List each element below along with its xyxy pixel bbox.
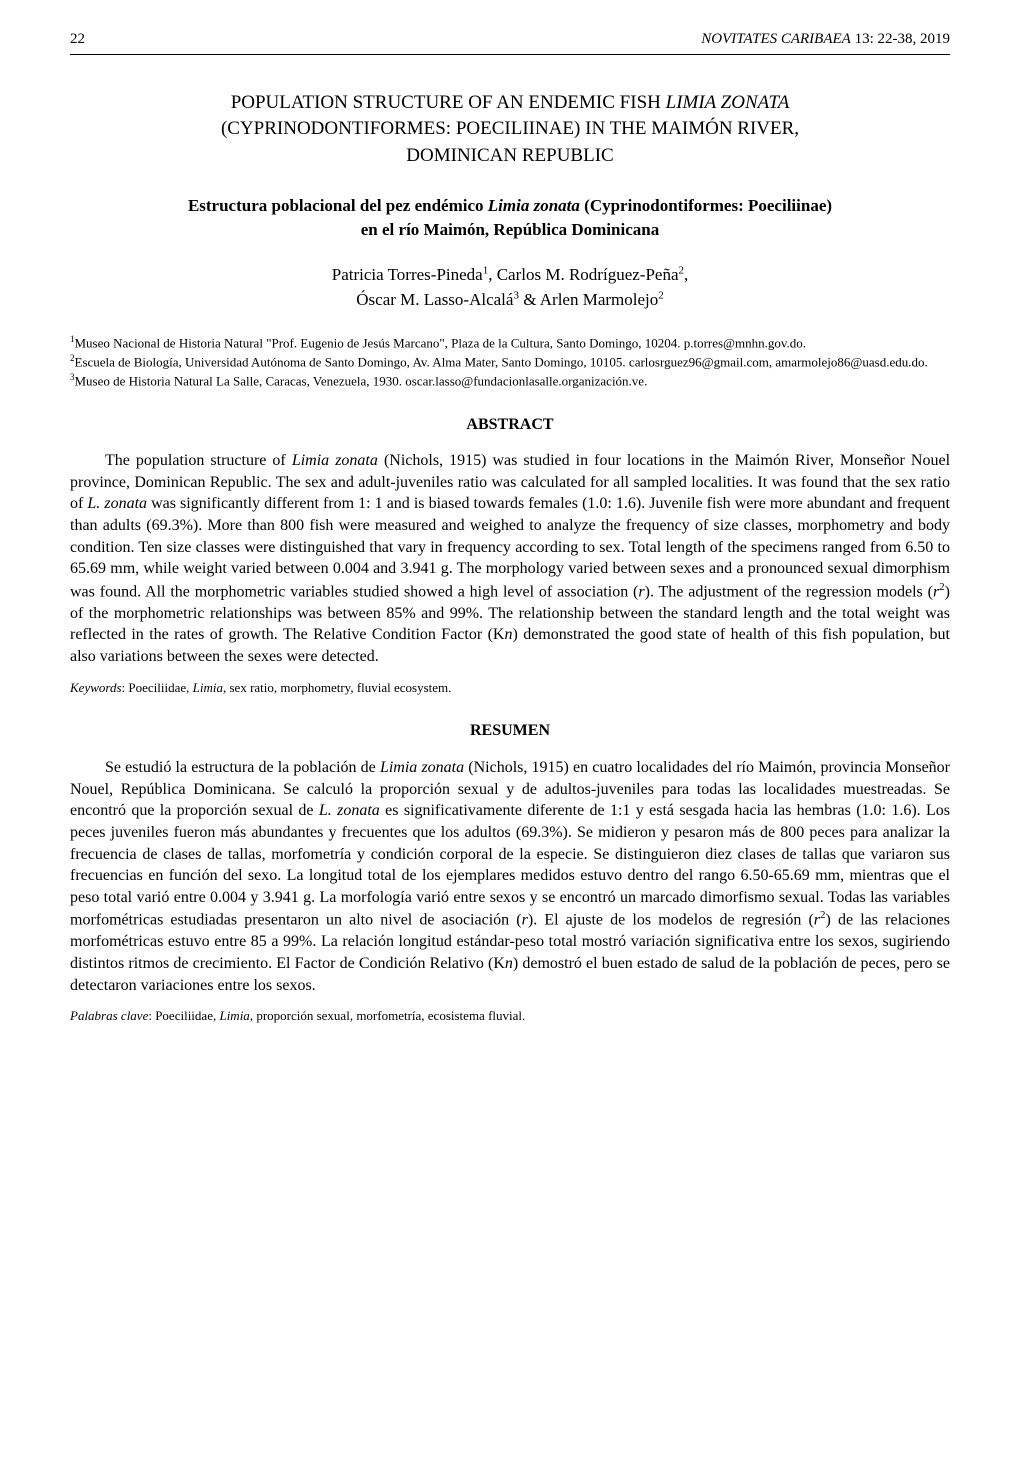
title-line3: DOMINICAN REPUBLIC <box>406 145 613 166</box>
resumen-text-1: Se estudió la estructura de la población… <box>105 759 380 776</box>
title-spanish: Estructura poblacional del pez endémico … <box>70 194 950 242</box>
page-number: 22 <box>70 30 85 50</box>
journal-citation: NOVITATES CARIBAEA 13: 22-38, 2019 <box>701 30 950 50</box>
abstract-body: The population structure of Limia zonata… <box>70 450 950 667</box>
resumen-text-4: ). El ajuste de los modelos de regresión… <box>528 912 814 929</box>
abstract-species-1: Limia zonata <box>292 452 378 469</box>
aff3-text: Museo de Historia Natural La Salle, Cara… <box>75 373 648 388</box>
keywords-es-label: Palabras clave <box>70 1008 148 1023</box>
journal-volume: 13: 22-38, 2019 <box>851 31 950 47</box>
keywords-en-genus: Limia <box>193 680 223 695</box>
resumen-n1: n <box>505 955 513 972</box>
keywords-es-text2: , proporción sexual, morfometría, ecosis… <box>250 1008 525 1023</box>
title-english: POPULATION STRUCTURE OF AN ENDEMIC FISH … <box>70 90 950 170</box>
affiliation-2: 2Escuela de Biología, Universidad Autóno… <box>70 352 950 371</box>
title-es-species: Limia zonata <box>488 196 580 215</box>
title-species: LIMIA ZONATA <box>666 92 790 113</box>
author-4: Arlen Marmolejo <box>540 290 659 309</box>
abstract-species-2: L. zonata <box>87 495 147 512</box>
resumen-heading: RESUMEN <box>70 721 950 742</box>
keywords-es-text: : Poeciliidae, <box>148 1008 219 1023</box>
keywords-en-text: : Poeciliidae, <box>122 680 193 695</box>
author-1-sup: 1 <box>483 264 489 276</box>
author-2: Carlos M. Rodríguez-Peña <box>497 265 679 284</box>
aff2-text: Escuela de Biología, Universidad Autónom… <box>75 354 928 369</box>
title-line2: (CYPRINODONTIFORMES: POECILIINAE) IN THE… <box>221 118 799 139</box>
keywords-en-label: Keywords <box>70 680 122 695</box>
aff1-text: Museo Nacional de Historia Natural "Prof… <box>75 335 807 350</box>
title-line1: POPULATION STRUCTURE OF AN ENDEMIC FISH <box>231 92 666 113</box>
affiliation-1: 1Museo Nacional de Historia Natural "Pro… <box>70 333 950 352</box>
author-1: Patricia Torres-Pineda <box>332 265 483 284</box>
keywords-es-genus: Limia <box>219 1008 249 1023</box>
abstract-heading: ABSTRACT <box>70 415 950 436</box>
journal-name: NOVITATES CARIBAEA <box>701 31 851 47</box>
resumen-text-3: es significativamente diferente de 1:1 y… <box>70 802 950 928</box>
author-3: Óscar M. Lasso-Alcalá <box>356 290 513 309</box>
title-es-line2: en el río Maimón, República Dominicana <box>361 220 659 239</box>
author-2-sup: 2 <box>679 264 685 276</box>
title-es-line1-end: (Cyprinodontiformes: Poeciliinae) <box>580 196 832 215</box>
keywords-en-text2: , sex ratio, morphometry, fluvial ecosys… <box>223 680 451 695</box>
keywords-spanish: Palabras clave: Poeciliidae, Limia, prop… <box>70 1008 950 1025</box>
abstract-text-1: The population structure of <box>105 452 292 469</box>
authors: Patricia Torres-Pineda1, Carlos M. Rodrí… <box>70 262 950 313</box>
keywords-english: Keywords: Poeciliidae, Limia, sex ratio,… <box>70 680 950 697</box>
page-header: 22 NOVITATES CARIBAEA 13: 22-38, 2019 <box>70 30 950 55</box>
affiliations: 1Museo Nacional de Historia Natural "Pro… <box>70 333 950 390</box>
resumen-body: Se estudió la estructura de la población… <box>70 757 950 996</box>
resumen-species-2: L. zonata <box>319 802 380 819</box>
author-4-sup: 2 <box>658 290 664 302</box>
resumen-species-1: Limia zonata <box>380 759 464 776</box>
affiliation-3: 3Museo de Historia Natural La Salle, Car… <box>70 371 950 390</box>
title-es-line1: Estructura poblacional del pez endémico <box>188 196 488 215</box>
author-3-sup: 3 <box>513 290 519 302</box>
abstract-text-4: ). The adjustment of the regression mode… <box>645 583 933 600</box>
